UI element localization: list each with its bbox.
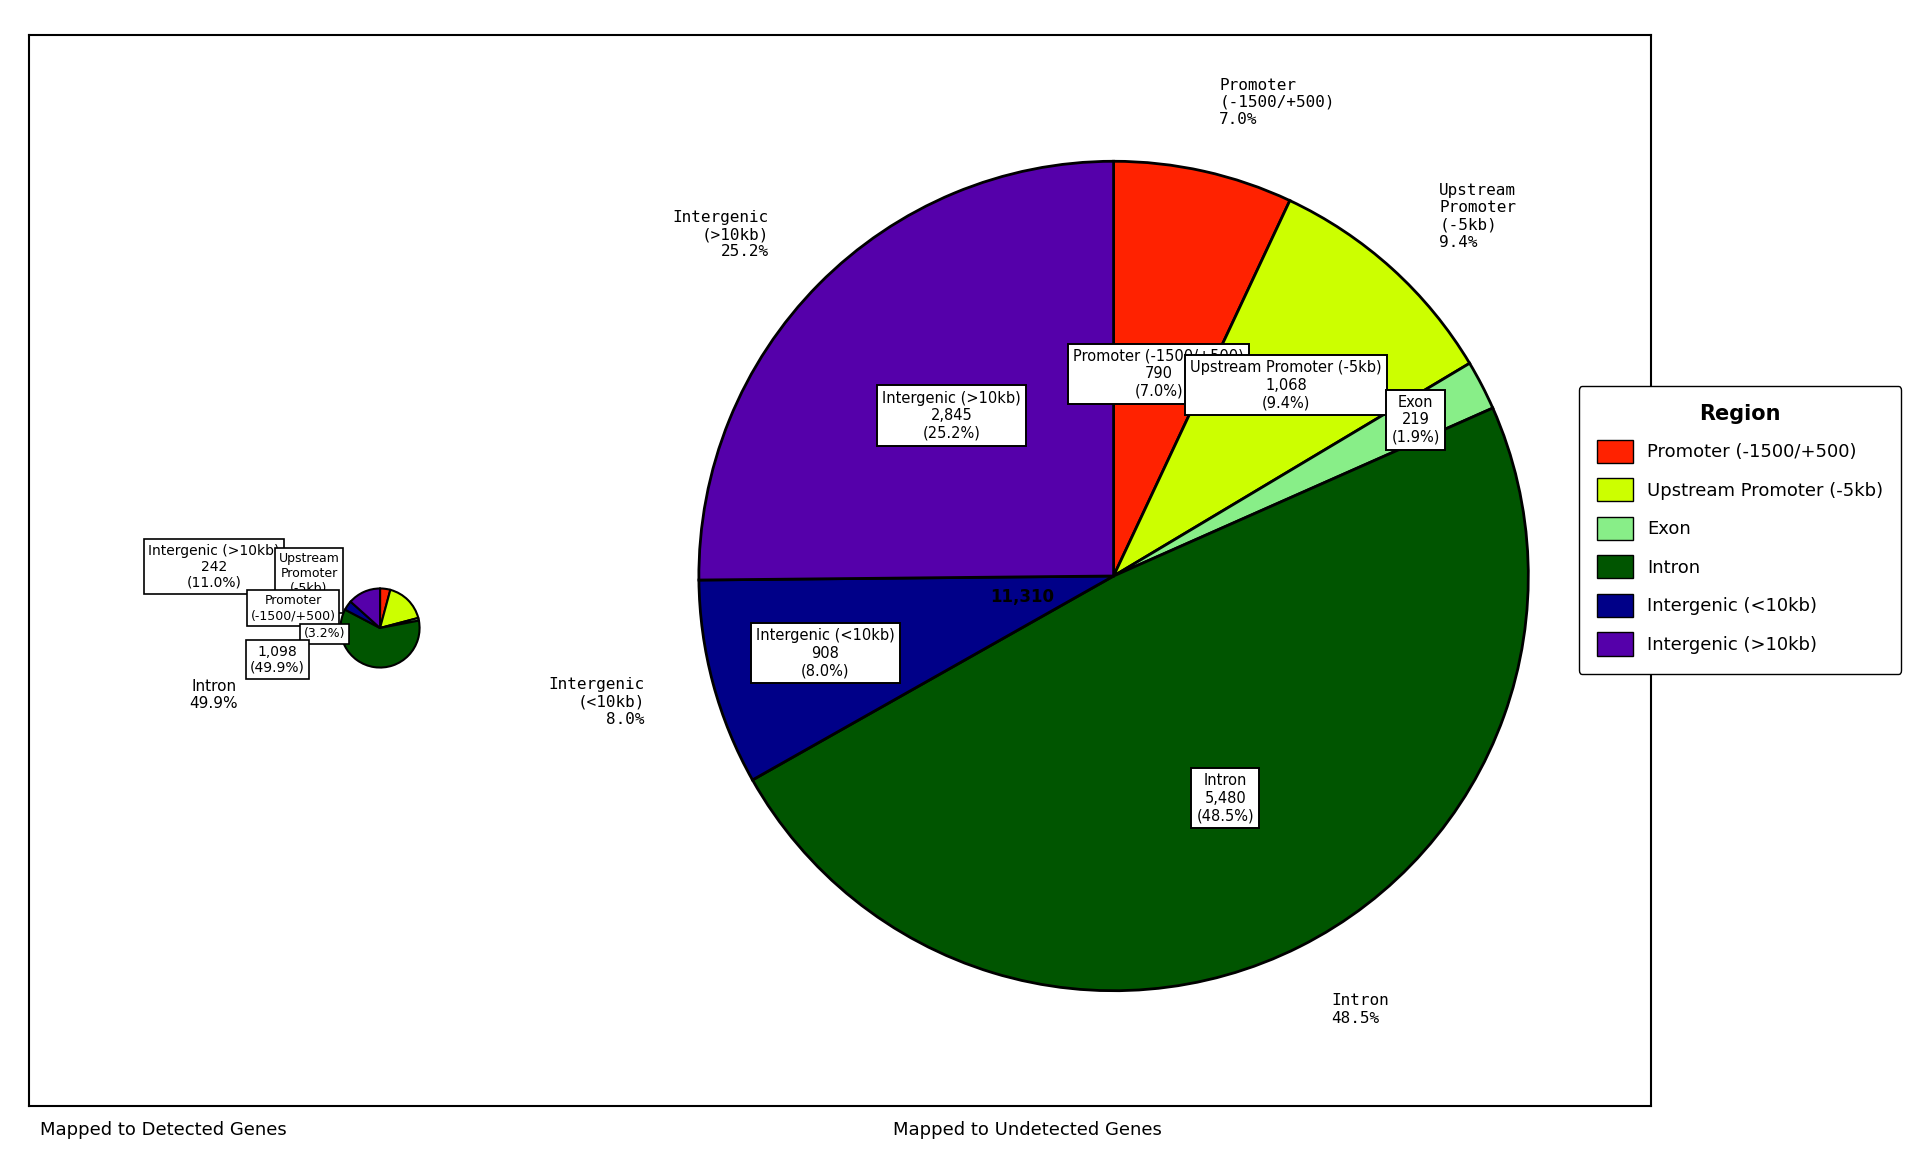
- Wedge shape: [1114, 363, 1492, 576]
- Text: Promoter
(-1500/+500)
7.0%: Promoter (-1500/+500) 7.0%: [1219, 77, 1334, 128]
- Text: Intergenic (<10kb)
908
(8.0%): Intergenic (<10kb) 908 (8.0%): [756, 629, 895, 679]
- Wedge shape: [699, 576, 1114, 780]
- Text: Upstream
Promoter
(-5kb)
9.4%: Upstream Promoter (-5kb) 9.4%: [1440, 183, 1517, 250]
- Text: Mapped to Undetected Genes: Mapped to Undetected Genes: [893, 1121, 1162, 1138]
- Wedge shape: [1114, 200, 1469, 576]
- Wedge shape: [1114, 161, 1290, 576]
- Text: Intergenic (>10kb)
2,845
(25.2%): Intergenic (>10kb) 2,845 (25.2%): [881, 391, 1021, 440]
- Wedge shape: [380, 589, 390, 628]
- Legend: Promoter (-1500/+500), Upstream Promoter (-5kb), Exon, Intron, Intergenic (<10kb: Promoter (-1500/+500), Upstream Promoter…: [1578, 386, 1901, 674]
- Text: Mapped to Detected Genes: Mapped to Detected Genes: [40, 1121, 286, 1138]
- Wedge shape: [753, 408, 1528, 991]
- Text: Promoter (-1500/+500)
790
(7.0%): Promoter (-1500/+500) 790 (7.0%): [1073, 349, 1244, 399]
- Text: 11,310: 11,310: [991, 588, 1054, 606]
- Text: 1,098
(49.9%): 1,098 (49.9%): [250, 644, 305, 675]
- Text: Intergenic
(>10kb)
25.2%: Intergenic (>10kb) 25.2%: [672, 210, 768, 259]
- Wedge shape: [380, 617, 419, 628]
- Text: Promoter
(-1500/+500): Promoter (-1500/+500): [252, 594, 336, 622]
- Wedge shape: [346, 601, 380, 628]
- Text: Intergenic
(<10kb)
8.0%: Intergenic (<10kb) 8.0%: [549, 676, 645, 727]
- Text: Intron
5,480
(48.5%): Intron 5,480 (48.5%): [1196, 773, 1254, 824]
- Text: Upstream
Promoter
(-5kb)
13.7%: Upstream Promoter (-5kb) 13.7%: [278, 552, 340, 609]
- Wedge shape: [351, 589, 380, 628]
- Text: (3.2%): (3.2%): [303, 628, 346, 641]
- Wedge shape: [340, 609, 420, 667]
- Text: Intergenic (>10kb)
242
(11.0%): Intergenic (>10kb) 242 (11.0%): [148, 544, 280, 590]
- Text: Exon
219
(1.9%): Exon 219 (1.9%): [1392, 395, 1440, 445]
- Text: Intron
49.9%: Intron 49.9%: [190, 679, 238, 712]
- Text: Intron
48.5%: Intron 48.5%: [1331, 993, 1390, 1025]
- Text: Upstream Promoter (-5kb)
1,068
(9.4%): Upstream Promoter (-5kb) 1,068 (9.4%): [1190, 361, 1382, 410]
- Wedge shape: [380, 590, 419, 628]
- Wedge shape: [699, 161, 1114, 579]
